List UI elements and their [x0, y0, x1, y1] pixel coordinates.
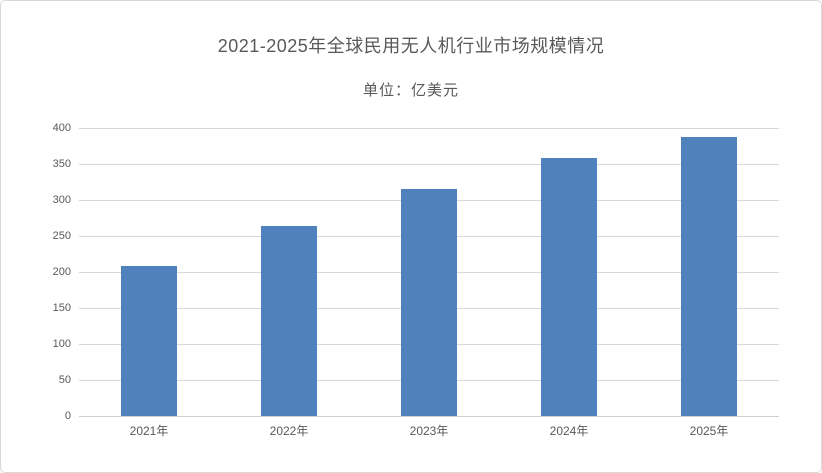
x-axis-tick-label: 2022年 [269, 424, 309, 438]
y-axis-tick-label: 100 [52, 338, 71, 350]
bar-2024年 [541, 158, 597, 416]
y-axis-tick-label: 200 [52, 266, 71, 278]
y-axis-tick-label: 0 [64, 410, 71, 422]
gridline [79, 164, 779, 165]
x-axis-tick-label: 2023年 [409, 424, 449, 438]
x-axis-tick-label: 2025年 [689, 424, 729, 438]
y-axis-tick-label: 150 [52, 302, 71, 314]
y-axis-tick-label: 350 [52, 158, 71, 170]
bar-2025年 [681, 137, 737, 416]
bar-2023年 [401, 189, 457, 416]
y-axis-tick-label: 300 [52, 194, 71, 206]
x-axis-tick-label: 2021年 [129, 424, 169, 438]
y-axis-tick-label: 250 [52, 230, 71, 242]
gridline [79, 128, 779, 129]
x-axis-line [79, 416, 779, 417]
chart-unit-label: 单位：亿美元 [362, 82, 459, 99]
bar-2021年 [121, 265, 177, 416]
chart-title: 2021-2025年全球民用无人机行业市场规模情况 [217, 36, 605, 56]
y-axis-tick-label: 50 [58, 374, 71, 386]
y-axis-tick-label: 400 [52, 122, 71, 134]
x-axis-tick-label: 2024年 [549, 424, 589, 438]
bar-2022年 [261, 225, 317, 416]
